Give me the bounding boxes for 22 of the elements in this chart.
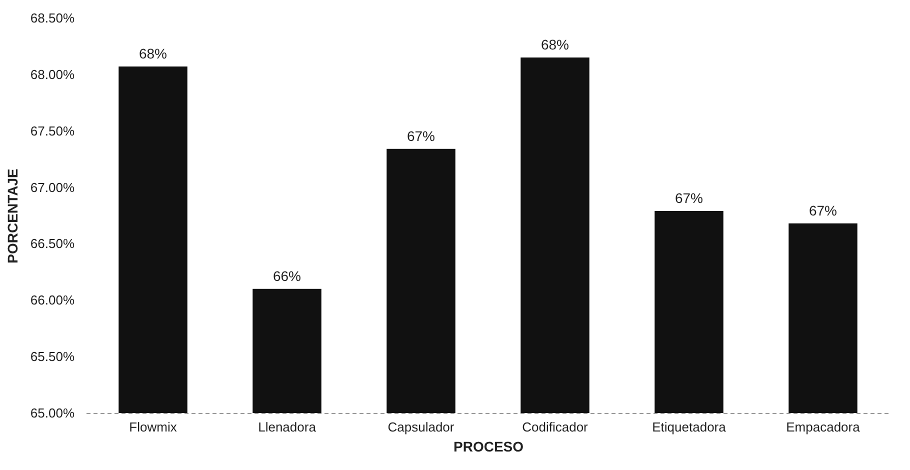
y-axis-title: PORCENTAJE [4, 168, 20, 264]
data-label: 67% [808, 202, 838, 218]
y-tick-label: 65.50% [30, 349, 75, 364]
x-tick-label: Etiquetadora [652, 420, 727, 434]
x-tick-label: Capsulador [388, 420, 455, 434]
x-tick-label: Codificador [522, 420, 589, 434]
data-label: 68% [540, 36, 570, 52]
x-tick-label: Llenadora [258, 420, 317, 434]
data-label: 67% [674, 190, 704, 206]
x-tick-label: Empacadora [786, 420, 861, 434]
y-tick-label: 67.00% [30, 180, 75, 195]
y-tick-label: 65.00% [30, 406, 75, 420]
data-label: 66% [272, 268, 302, 284]
x-axis-title: PROCESO [453, 438, 524, 454]
y-tick-label: 67.50% [30, 123, 75, 138]
x-tick-label: Flowmix [129, 420, 178, 434]
y-tick-label: 66.00% [30, 292, 75, 308]
y-tick-label: 68.50% [30, 10, 75, 26]
y-tick-label: 68.00% [30, 66, 75, 82]
data-label: 68% [138, 46, 168, 62]
data-label: 67% [406, 128, 436, 144]
y-tick-label: 66.50% [30, 236, 75, 252]
